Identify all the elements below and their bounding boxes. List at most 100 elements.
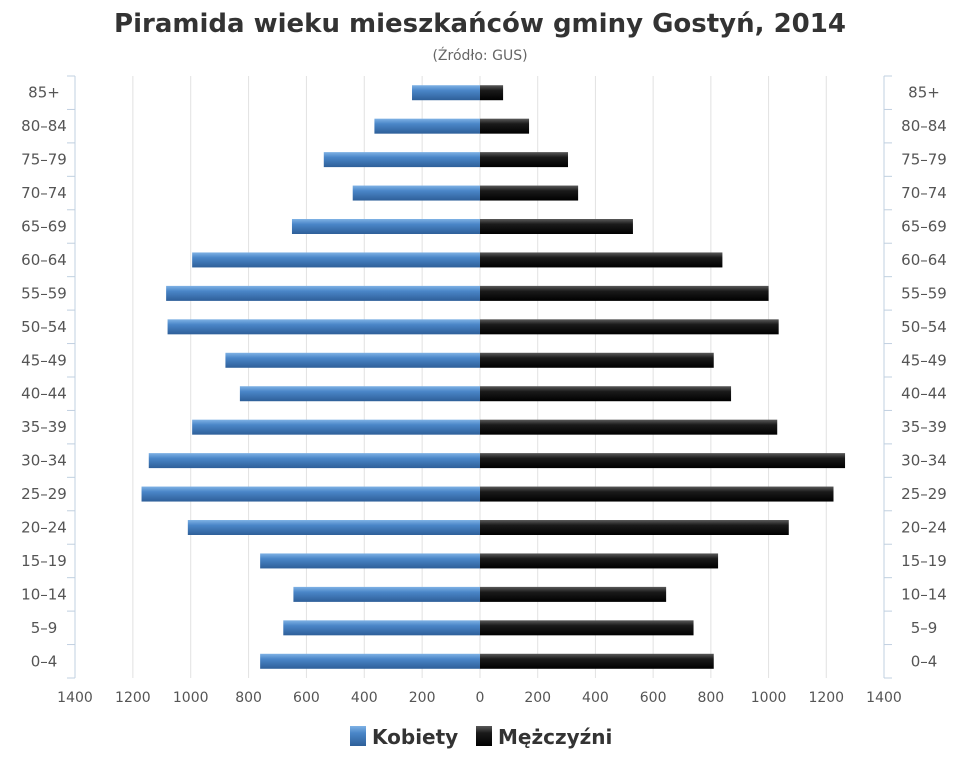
category-label-left: 35–39 — [21, 418, 67, 436]
legend-item-mezczyzni[interactable]: Mężczyźni — [476, 725, 612, 749]
bar-kobiety[interactable] — [293, 586, 480, 602]
category-label-left: 40–44 — [21, 385, 67, 403]
bar-mezczyzni[interactable] — [480, 85, 504, 101]
category-label-right: 80–84 — [901, 117, 947, 135]
bar-kobiety[interactable] — [187, 520, 481, 535]
category-label-left: 65–69 — [21, 218, 67, 236]
category-label-right: 50–54 — [901, 318, 947, 336]
x-tick-label: 1400 — [57, 690, 93, 706]
category-label-left: 45–49 — [21, 351, 67, 369]
x-tick-label: 0 — [476, 690, 485, 706]
bar-kobiety[interactable] — [374, 118, 480, 134]
x-tick-label: 200 — [409, 690, 436, 706]
bar-mezczyzni[interactable] — [480, 453, 846, 469]
category-label-right: 70–74 — [901, 184, 947, 202]
category-label-left: 75–79 — [21, 151, 67, 169]
bar-kobiety[interactable] — [167, 319, 481, 335]
bar-kobiety[interactable] — [148, 453, 480, 469]
bar-kobiety[interactable] — [352, 185, 480, 201]
category-label-left: 85+ — [28, 84, 60, 102]
chart-subtitle: (Źródło: GUS) — [432, 46, 527, 64]
legend-swatch — [350, 726, 366, 746]
category-label-left: 25–29 — [21, 485, 67, 503]
bar-mezczyzni[interactable] — [480, 319, 779, 335]
bar-kobiety[interactable] — [323, 152, 480, 168]
category-label-right: 5–9 — [911, 619, 938, 637]
legend-label: Mężczyźni — [498, 725, 612, 749]
bar-kobiety[interactable] — [260, 553, 480, 569]
legend-item-kobiety[interactable]: Kobiety — [350, 725, 458, 749]
category-label-left: 80–84 — [21, 117, 67, 135]
bar-kobiety[interactable] — [291, 219, 480, 234]
category-label-left: 10–14 — [21, 585, 67, 603]
x-tick-label: 1400 — [866, 690, 902, 706]
bar-mezczyzni[interactable] — [480, 152, 569, 168]
legend-label: Kobiety — [372, 725, 458, 749]
category-label-left: 20–24 — [21, 519, 67, 537]
bar-kobiety[interactable] — [141, 486, 481, 502]
category-label-right: 25–29 — [901, 485, 947, 503]
bar-mezczyzni[interactable] — [480, 219, 633, 234]
bar-kobiety[interactable] — [166, 285, 480, 301]
bar-kobiety[interactable] — [192, 419, 481, 435]
category-label-left: 0–4 — [31, 652, 58, 670]
bar-mezczyzni[interactable] — [480, 553, 719, 569]
x-tick-label: 400 — [582, 690, 609, 706]
category-label-left: 70–74 — [21, 184, 67, 202]
bar-mezczyzni[interactable] — [480, 586, 667, 602]
category-label-left: 60–64 — [21, 251, 67, 269]
x-tick-label: 1200 — [808, 690, 844, 706]
bar-mezczyzni[interactable] — [480, 653, 714, 669]
category-label-right: 20–24 — [901, 519, 947, 537]
x-tick-label: 400 — [351, 690, 378, 706]
grid-lines — [74, 76, 885, 678]
category-label-left: 15–19 — [21, 552, 67, 570]
bar-kobiety[interactable] — [283, 620, 480, 636]
legend[interactable]: Kobiety Mężczyźni — [350, 725, 612, 749]
bar-kobiety[interactable] — [412, 85, 480, 101]
bar-kobiety[interactable] — [225, 352, 480, 368]
bar-mezczyzni[interactable] — [480, 386, 732, 402]
x-tick-label: 800 — [697, 690, 724, 706]
category-label-right: 35–39 — [901, 418, 947, 436]
category-label-right: 55–59 — [901, 284, 947, 302]
x-tick-label: 1000 — [173, 690, 209, 706]
category-label-right: 75–79 — [901, 151, 947, 169]
category-label-left: 50–54 — [21, 318, 67, 336]
bar-mezczyzni[interactable] — [480, 419, 778, 435]
bar-mezczyzni[interactable] — [480, 520, 789, 535]
bar-mezczyzni[interactable] — [480, 486, 834, 502]
category-label-right: 15–19 — [901, 552, 947, 570]
bar-kobiety[interactable] — [239, 386, 480, 402]
category-label-right: 60–64 — [901, 251, 947, 269]
x-tick-label: 600 — [293, 690, 320, 706]
x-tick-label: 600 — [640, 690, 667, 706]
category-label-right: 10–14 — [901, 585, 947, 603]
category-label-right: 30–34 — [901, 452, 947, 470]
bar-mezczyzni[interactable] — [480, 285, 769, 301]
category-label-right: 0–4 — [911, 652, 938, 670]
category-label-left: 5–9 — [31, 619, 58, 637]
bar-mezczyzni[interactable] — [480, 118, 530, 134]
bar-mezczyzni[interactable] — [480, 185, 579, 201]
category-labels: 0–4 0–4 5–9 5–9 10–14 10–14 15–19 15–19 20–24 20–… — [21, 84, 947, 671]
category-label-right: 45–49 — [901, 351, 947, 369]
x-tick-label: 200 — [524, 690, 551, 706]
category-label-right: 40–44 — [901, 385, 947, 403]
category-label-left: 55–59 — [21, 284, 67, 302]
chart-title: Piramida wieku mieszkańców gminy Gostyń,… — [114, 9, 846, 39]
category-label-right: 65–69 — [901, 218, 947, 236]
category-label-right: 85+ — [908, 84, 940, 102]
bar-mezczyzni[interactable] — [480, 620, 694, 636]
bar-kobiety[interactable] — [260, 653, 480, 669]
legend-swatch — [476, 726, 492, 746]
x-tick-labels: 1400 1200 1000 800 600 400 200 0 200 400 600 800 100… — [57, 690, 902, 706]
x-tick-label: 1200 — [115, 690, 151, 706]
bar-mezczyzni[interactable] — [480, 252, 723, 268]
x-tick-label: 1000 — [751, 690, 787, 706]
bar-mezczyzni[interactable] — [480, 352, 714, 368]
bar-kobiety[interactable] — [192, 252, 481, 268]
category-label-left: 30–34 — [21, 452, 67, 470]
